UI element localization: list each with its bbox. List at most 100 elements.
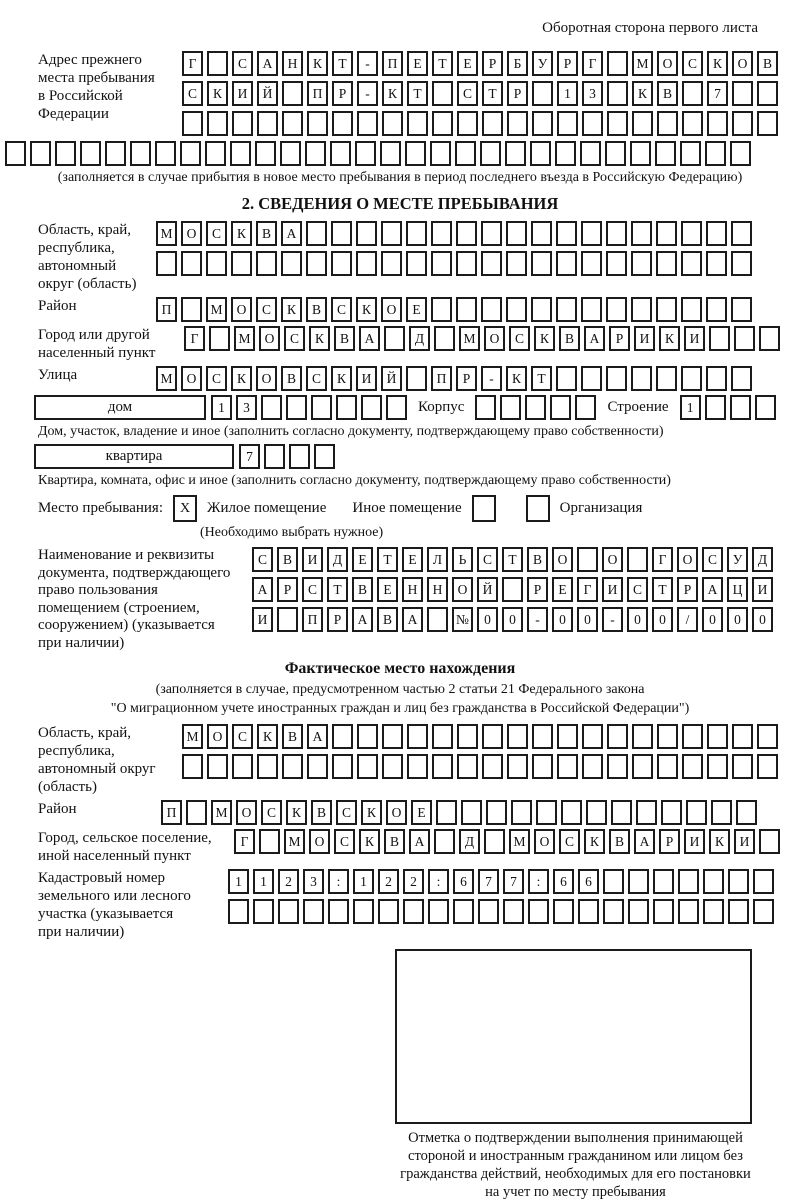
char-cell [361,395,382,420]
char-cell: 3 [236,395,257,420]
char-cell [406,221,427,246]
char-cell [181,251,202,276]
char-cell [606,366,627,391]
char-cell [657,724,678,749]
char-cell [607,51,628,76]
s2-ulitsa-label: Улица [38,367,78,383]
char-cell: А [409,829,430,854]
option-zhiloe: X Жилое помещение [173,495,326,522]
zhiloe-checkbox: X [173,495,197,522]
document-label: Наименование и реквизиты документа, подт… [38,547,231,651]
prev-address-row-4 [5,141,800,166]
char-cell: 2 [378,869,399,894]
char-cell [561,800,582,825]
char-cell: И [356,366,377,391]
char-cell: М [632,51,653,76]
char-cell [186,800,207,825]
char-cell [578,899,599,924]
char-cell [582,724,603,749]
char-cell [703,899,724,924]
char-cell: С [284,326,305,351]
char-cell: К [534,326,555,351]
char-cell: С [182,81,203,106]
stroenie-cells: 1 [679,395,776,420]
char-cell [607,724,628,749]
char-cell: К [361,800,382,825]
char-cell [682,111,703,136]
char-cell: Е [457,51,478,76]
char-cell [380,141,401,166]
page-header-note: Оборотная сторона первого листа [542,20,758,36]
char-cell [728,869,749,894]
char-cell [506,251,527,276]
char-cell: - [527,607,548,632]
char-cell: 1 [679,395,701,420]
char-cell: И [232,81,253,106]
char-cell [661,800,682,825]
char-cell: П [302,607,323,632]
char-cell: У [727,547,748,572]
char-cell [482,754,503,779]
char-cell: Й [257,81,278,106]
char-cell [656,221,677,246]
char-cell: Т [407,81,428,106]
char-cell: В [757,51,778,76]
char-cell: К [207,81,228,106]
char-cell [736,800,757,825]
char-cell: О [231,297,252,322]
char-cell [382,724,403,749]
char-cell [357,111,378,136]
char-cell: К [709,829,730,854]
char-cell: Т [332,51,353,76]
char-cell: Р [659,829,680,854]
char-cell [259,829,280,854]
char-cell: П [161,800,182,825]
char-cell [207,754,228,779]
char-cell [303,899,324,924]
char-cell [230,141,251,166]
char-cell: К [632,81,653,106]
char-cell [381,251,402,276]
char-cell [581,221,602,246]
char-cell: А [257,51,278,76]
mesto-prebyvaniya-row: Место пребывания: X Жилое помещение Иное… [38,495,800,522]
char-cell: С [559,829,580,854]
korpus-label: Корпус [418,399,465,415]
char-cell [582,754,603,779]
char-cell: В [377,607,398,632]
char-cell: О [602,547,623,572]
char-cell [432,724,453,749]
char-cell [382,754,403,779]
char-cell: С [682,51,703,76]
char-cell [681,251,702,276]
char-cell: С [477,547,498,572]
char-cell: И [684,829,705,854]
char-cell: К [231,221,252,246]
char-cell: О [452,577,473,602]
char-cell: А [359,326,380,351]
char-cell: Р [277,577,298,602]
kadastr-field: Кадастровый номер земельного или лесного… [38,869,800,941]
char-cell [729,395,751,420]
char-cell [682,754,703,779]
char-cell: К [382,81,403,106]
char-cell: И [302,547,323,572]
char-cell [181,297,202,322]
char-cell [631,366,652,391]
char-cell: Г [582,51,603,76]
char-cell: С [252,547,273,572]
char-cell [500,395,522,420]
char-cell: М [156,366,177,391]
zhiloe-label: Жилое помещение [207,500,327,516]
char-cell [657,111,678,136]
char-cell [581,297,602,322]
char-cell [706,297,727,322]
char-cell [306,221,327,246]
char-cell [255,141,276,166]
char-cell: К [281,297,302,322]
char-cell [306,251,327,276]
char-cell [182,111,203,136]
char-cell [525,395,547,420]
